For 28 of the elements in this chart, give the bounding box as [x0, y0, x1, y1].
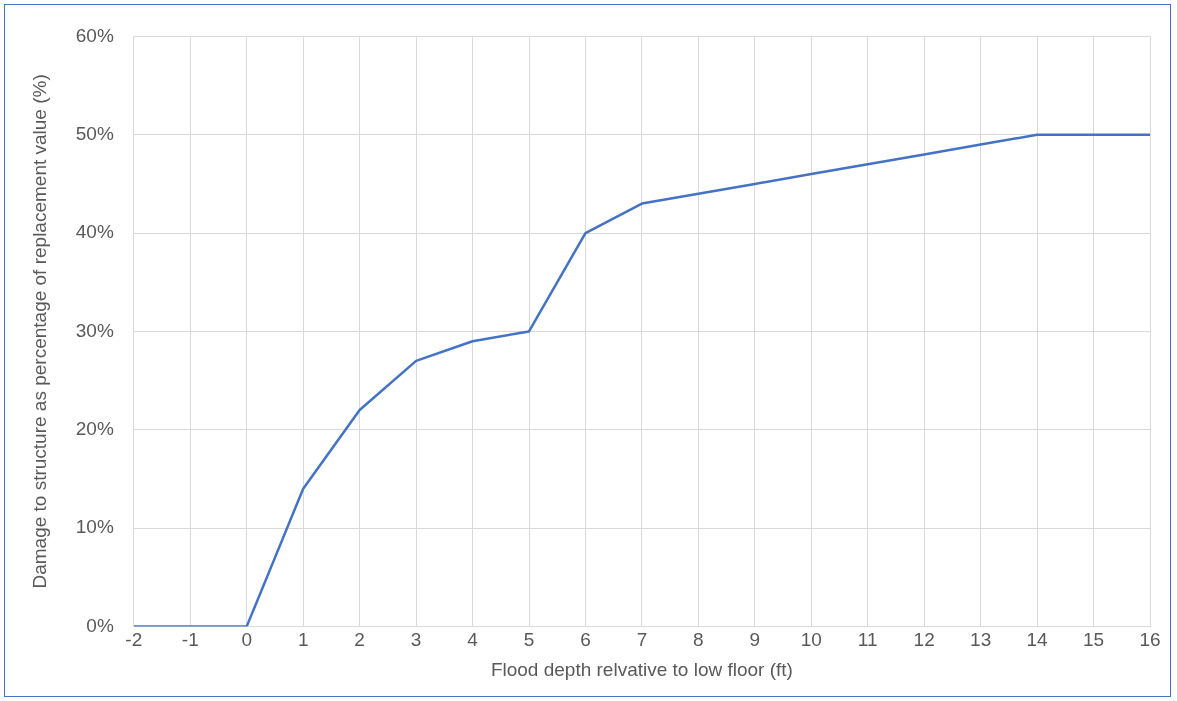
y-tick-label: 60%	[75, 24, 114, 46]
y-tick-label: 40%	[75, 221, 114, 243]
x-tick-label: 8	[693, 629, 704, 651]
x-tick-label: 13	[970, 629, 992, 651]
x-tick-label: 12	[913, 629, 935, 651]
x-axis-title: Flood depth relvative to low floor (ft)	[490, 658, 793, 680]
x-tick-label: 6	[580, 629, 591, 651]
y-axis-title: Damage to structure as percentage of replacement value (%)	[28, 74, 50, 589]
x-tick-label: 7	[636, 629, 648, 651]
y-tick-label: 30%	[75, 319, 114, 341]
x-tick-label: 3	[410, 629, 422, 651]
x-tick-label: 4	[467, 629, 479, 651]
y-tick-label: 20%	[75, 417, 114, 439]
x-tick-label: 14	[1026, 629, 1049, 651]
x-tick-label: 16	[1139, 629, 1161, 651]
x-tick-label: -1	[181, 629, 199, 651]
x-tick-label: 2	[354, 629, 365, 651]
x-tick-label: 11	[857, 629, 878, 651]
x-tick-label: 9	[749, 629, 761, 651]
x-tick-label: 15	[1082, 629, 1105, 651]
x-tick-label: 1	[297, 629, 309, 651]
x-tick-label: 10	[800, 629, 822, 651]
y-tick-label: 10%	[75, 516, 114, 538]
x-tick-label: -2	[125, 629, 143, 651]
x-tick-label: 5	[523, 629, 535, 651]
y-tick-label: 50%	[75, 122, 114, 144]
x-tick-label: 0	[241, 629, 253, 651]
y-tick-label: 0%	[86, 614, 114, 636]
